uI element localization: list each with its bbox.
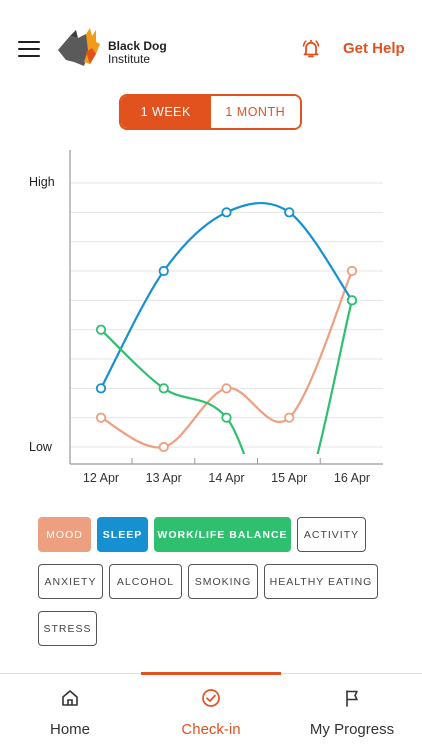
black-dog-logo: [58, 28, 100, 66]
filter-mood[interactable]: MOOD: [38, 517, 91, 552]
data-point-sleep: [95, 383, 107, 394]
filter-smoking[interactable]: SMOKING: [188, 564, 258, 599]
series-work-life-balance: [95, 295, 358, 454]
nav-home[interactable]: Home: [0, 676, 140, 750]
nav-my-progress[interactable]: My Progress: [282, 676, 422, 750]
series-line-mood: [100, 270, 354, 449]
data-point-mood: [158, 441, 169, 453]
y-tick-high: High: [29, 175, 55, 189]
x-tick-label: 13 Apr: [146, 471, 182, 485]
filter-sleep[interactable]: SLEEP: [97, 517, 148, 552]
data-point-mood: [346, 265, 358, 277]
logo-text: Black Dog Institute: [108, 40, 167, 66]
check-circle-icon: [202, 689, 220, 707]
filter-healthy-eating[interactable]: HEALTHY EATING: [264, 564, 378, 599]
range-toggle: 1 WEEK 1 MONTH: [119, 94, 302, 130]
x-tick-label: 12 Apr: [83, 471, 119, 485]
hamburger-icon[interactable]: [18, 41, 40, 57]
data-point-sleep: [221, 207, 232, 218]
data-point-work-life-balance: [158, 383, 169, 394]
toggle-1-month[interactable]: 1 MONTH: [210, 96, 300, 128]
y-tick-low: Low: [29, 440, 52, 454]
filter-work-life-balance[interactable]: WORK/LIFE BALANCE: [154, 517, 291, 552]
home-icon: [62, 690, 78, 706]
filter-alcohol[interactable]: ALCOHOL: [109, 564, 182, 599]
logo-line1: Black Dog: [108, 39, 167, 53]
series-mood: [95, 265, 358, 453]
nav-check-in[interactable]: Check-in: [141, 676, 281, 750]
nav-home-label: Home: [49, 721, 90, 738]
app-header: Black Dog Institute Get Help: [0, 0, 422, 96]
progress-chart: 12 Apr 13 Apr 14 Apr 15 Apr 16 Apr: [69, 150, 383, 485]
data-point-work-life-balance: [346, 295, 358, 306]
x-tick-label: 14 Apr: [208, 471, 244, 485]
data-point-mood: [221, 383, 232, 394]
flag-icon: [346, 690, 358, 707]
nav-my-progress-label: My Progress: [309, 721, 395, 738]
toggle-1-week[interactable]: 1 WEEK: [121, 96, 211, 128]
data-point-sleep: [284, 207, 295, 218]
get-help-link[interactable]: Get Help: [343, 40, 405, 57]
logo-line2: Institute: [108, 52, 151, 66]
data-point-work-life-balance: [221, 412, 232, 423]
series-line-sleep: [100, 201, 353, 389]
x-tick-label: 16 Apr: [334, 471, 370, 485]
x-tick-label: 15 Apr: [271, 471, 307, 485]
filter-activity[interactable]: ACTIVITY: [297, 517, 366, 552]
filter-stress[interactable]: STRESS: [38, 611, 97, 646]
data-point-mood: [95, 412, 107, 423]
active-tab-indicator: [141, 672, 281, 675]
series-line-work-life-balance: [100, 300, 354, 454]
nav-check-in-label: Check-in: [181, 721, 241, 738]
data-point-work-life-balance: [95, 324, 107, 335]
data-point-mood: [284, 412, 295, 423]
bell-icon[interactable]: [300, 38, 322, 60]
data-point-sleep: [158, 265, 169, 277]
filter-anxiety[interactable]: ANXIETY: [38, 564, 103, 599]
